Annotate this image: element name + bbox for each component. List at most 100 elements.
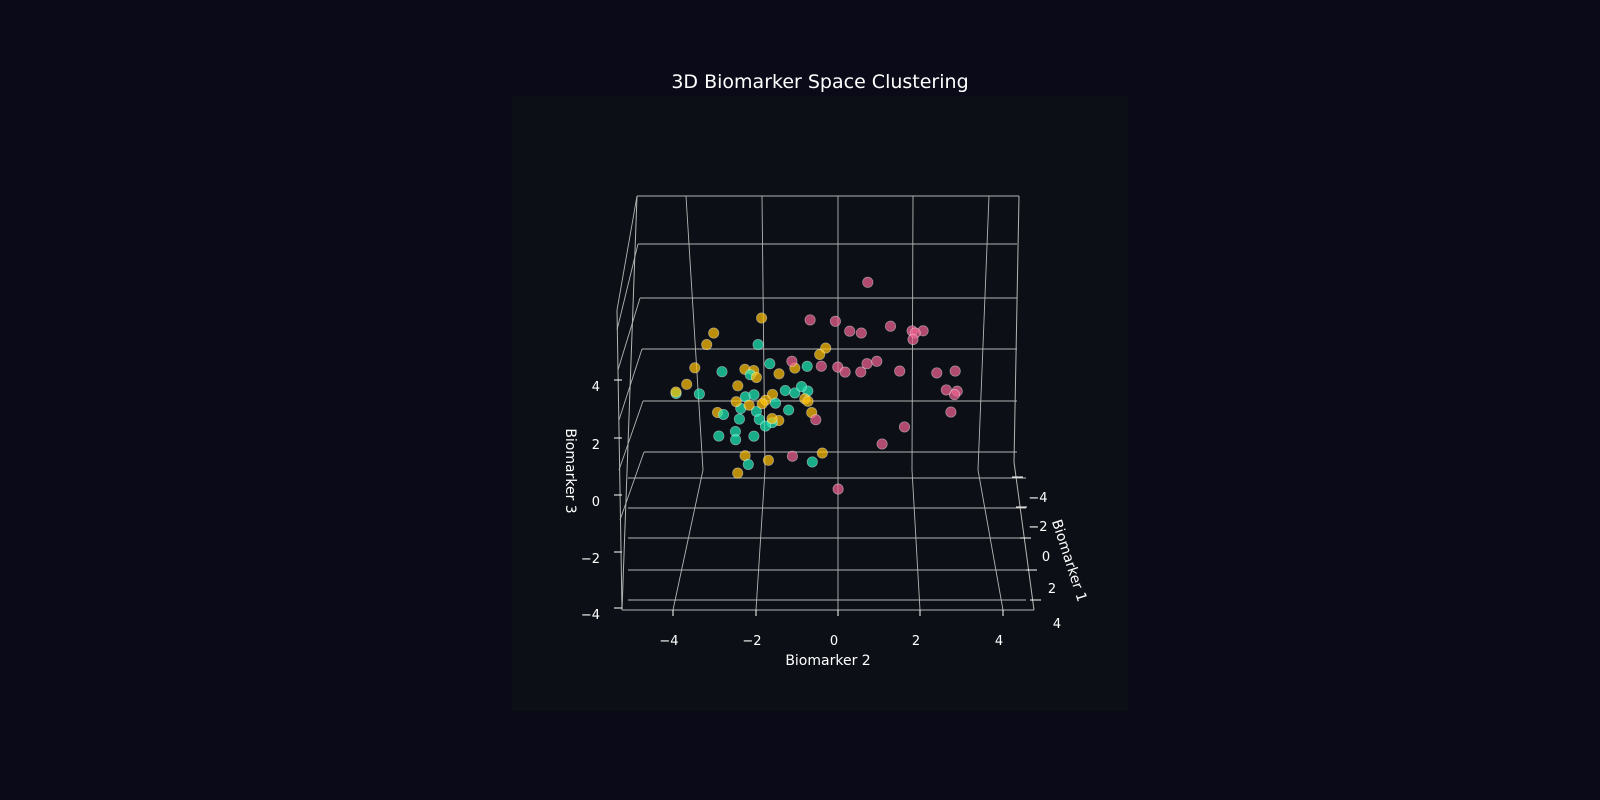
scatter-point-series-1 (748, 430, 760, 442)
tick-label-biomarker2: −4 (659, 634, 678, 649)
scatter-point-series-2 (750, 371, 762, 383)
scatter-point-series-3 (931, 367, 943, 379)
scatter-point-series-2 (732, 467, 744, 479)
tick-labels: −4 −2 0 2 4 −4 −2 0 2 4 −4 −2 0 2 4 (581, 380, 1061, 649)
tick-label-biomarker3: −4 (581, 608, 600, 623)
scatter-point-series-3 (876, 438, 888, 450)
scatter-point-series-1 (783, 404, 795, 416)
scatter-point-series-1 (801, 360, 813, 372)
scatter-point-series-3 (940, 384, 952, 396)
scatter-point-series-1 (753, 413, 765, 425)
y-axis-label: Biomarker 2 (785, 653, 870, 669)
tick-label-biomarker1: −2 (1028, 520, 1047, 535)
scatter-point-series-1 (748, 389, 760, 401)
scatter-point-series-1 (730, 434, 742, 446)
scatter-point-series-3 (894, 365, 906, 377)
scatter-point-series-3 (804, 314, 816, 326)
tick-marks (614, 379, 1041, 616)
tick-label-biomarker3: 2 (592, 438, 600, 453)
tick-label-biomarker2: −2 (742, 634, 761, 649)
scatter-point-series-1 (713, 430, 725, 442)
scatter-point-series-1 (717, 408, 730, 421)
scatter-point-series-1 (806, 456, 818, 468)
grid-line-biomarker2 (672, 195, 704, 611)
scatter-point-series-3 (949, 365, 961, 377)
tick-label-biomarker1: 2 (1048, 582, 1056, 597)
z-axis-label: Biomarker 3 (562, 428, 578, 513)
scatter-point-series-1 (764, 358, 776, 370)
grid-line-side-wall (619, 451, 645, 521)
scatter-point-series-1 (795, 381, 808, 393)
scatter-point-series-3 (871, 355, 883, 367)
scatter-point-series-3 (855, 327, 867, 339)
tick-label-biomarker3: 0 (592, 495, 600, 510)
scatter-point-series-2 (743, 399, 755, 411)
scatter-point-series-2 (708, 327, 720, 339)
grid-line-side-wall (618, 400, 644, 471)
tick-label-biomarker1: 0 (1042, 550, 1050, 565)
scatter-point-series-2 (732, 380, 744, 392)
grid-line-biomarker2 (977, 195, 1004, 611)
scatter-point-series-3 (786, 450, 798, 462)
scatter-point-series-3 (829, 315, 841, 327)
scatter-point-series-2 (701, 339, 713, 351)
tick-label-biomarker1: 4 (1053, 617, 1061, 632)
scatter-point-series-1 (789, 387, 801, 399)
grid-line-biomarker2 (755, 195, 766, 611)
scatter-point-series-2 (681, 378, 693, 390)
box-edge-right (1013, 195, 1020, 463)
scatter-point-series-1 (779, 384, 791, 397)
scatter-point-series-1 (759, 420, 772, 432)
scatter-point-series-2 (756, 312, 768, 324)
scatter-point-series-2 (766, 413, 778, 425)
scatter-point-series-3 (839, 366, 851, 378)
scatter-point-series-3 (786, 355, 798, 367)
grid-line-side-wall (616, 243, 639, 331)
scatter-point-series-2 (802, 395, 814, 407)
grid-line-biomarker2 (911, 195, 921, 611)
tick-label-biomarker2: 0 (830, 634, 838, 649)
scatter-point-series-2 (756, 398, 768, 410)
scatter-point-series-1 (752, 339, 764, 351)
chart-title: 3D Biomarker Space Clustering (671, 71, 968, 93)
scatter-point-series-2 (689, 362, 701, 374)
scatter-point-series-3 (844, 325, 856, 337)
scatter-point-series-3 (898, 421, 911, 433)
scatter-point-series-3 (855, 366, 867, 378)
tick-label-biomarker1: −4 (1028, 491, 1047, 506)
scatter-point-series-3 (862, 276, 874, 288)
box-edge-back-left-vertical (616, 309, 623, 611)
scatter-point-series-3 (884, 320, 897, 332)
scatter-point-series-2 (773, 368, 785, 380)
box-edge-bottom-right (1013, 461, 1035, 611)
scatter-point-series-1 (769, 397, 782, 409)
axes-background (512, 96, 1128, 711)
tick-label-biomarker3: −2 (581, 552, 600, 567)
scatter-point-series-2 (730, 396, 742, 408)
scatter-point-series-3 (948, 389, 961, 401)
scatter-point-series-1 (693, 388, 705, 400)
scatter-point-series-2 (670, 386, 682, 398)
scatter-point-series-3 (907, 333, 919, 345)
scatter-point-series-1 (733, 413, 745, 425)
axes-box (616, 195, 1035, 611)
scatter-point-series-3 (832, 361, 844, 373)
scatter-point-series-1 (716, 366, 728, 378)
tick-label-biomarker2: 2 (912, 634, 920, 649)
scatter-point-series-3 (815, 360, 827, 372)
scatter-point-series-3 (810, 414, 822, 426)
data-points (670, 276, 963, 495)
box-edge-left (621, 195, 638, 611)
tick-label-biomarker3: 4 (592, 380, 600, 395)
grid-line-side-wall (618, 348, 643, 421)
grid-line-side-wall (617, 297, 641, 371)
scatter-point-series-3 (945, 406, 957, 418)
scatter-point-series-2 (762, 454, 774, 466)
scatter-point-series-2 (814, 348, 826, 361)
scatter-point-series-2 (816, 447, 828, 459)
scatter-point-series-1 (742, 458, 754, 470)
tick-label-biomarker2: 4 (995, 634, 1003, 649)
scatter-point-series-3 (832, 483, 844, 495)
